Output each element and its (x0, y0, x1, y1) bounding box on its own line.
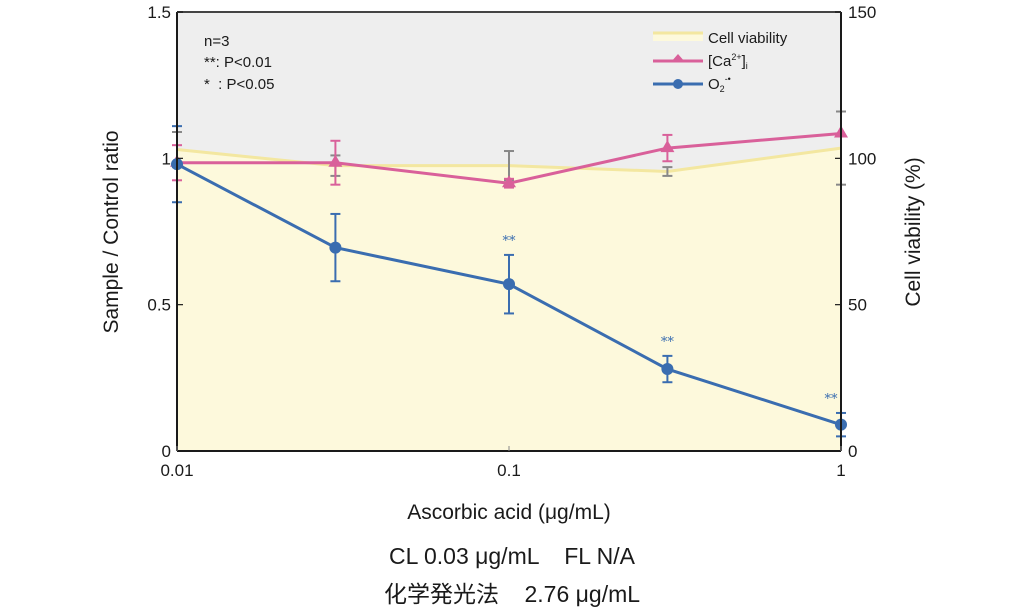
chart: ** ** ** 0 0.5 1 1.5 0 50 100 150 0.01 0.1 1 Sample … (100, 3, 925, 524)
annotation-p005: * : P<0.05 (204, 76, 274, 93)
x-axis-title: Ascorbic acid (μg/mL) (407, 501, 611, 524)
y-tick-label: 0.5 (147, 296, 171, 315)
annotations: n=3 **: P<0.01 * : P<0.05 (204, 33, 274, 93)
annotation-n: n=3 (204, 33, 229, 50)
caption-line-2: 化学発光法 2.76 μg/mL (383, 581, 641, 607)
superoxide-markers (171, 158, 847, 431)
y-tick-label: 1.5 (147, 3, 171, 22)
caption-line-1: CL 0.03 μg/mL FL N/A (389, 543, 635, 569)
legend: Cell viability [Ca2+]i O2-• (653, 30, 788, 94)
y-tick-label: 0 (162, 442, 171, 461)
legend-swatch-superoxide-marker (673, 79, 683, 89)
legend-swatch-calcium-marker (671, 54, 685, 62)
significance-mark: ** (503, 234, 517, 249)
calcium-marker (502, 175, 516, 188)
y2-tick-label: 50 (848, 296, 867, 315)
x-tick-label: 0.1 (497, 461, 521, 480)
significance-mark: ** (661, 335, 675, 350)
axes: 0 0.5 1 1.5 0 50 100 150 0.01 0.1 1 (147, 3, 876, 480)
annotation-p001: **: P<0.01 (204, 54, 272, 71)
superoxide-marker (503, 278, 515, 291)
legend-label-superoxide: O2-• (708, 74, 731, 94)
x-tick-label: 0.01 (160, 461, 193, 480)
y2-tick-label: 150 (848, 3, 876, 22)
calcium-marker (660, 140, 675, 153)
x-tick-label: 1 (836, 461, 845, 480)
superoxide-marker (661, 363, 674, 376)
superoxide-marker (329, 241, 342, 254)
significance-marks: ** ** ** (503, 234, 839, 407)
y2-axis-title: Cell viability (%) (902, 157, 925, 306)
y2-tick-label: 100 (848, 149, 876, 168)
legend-label-calcium: [Ca2+]i (708, 52, 748, 71)
significance-mark: ** (825, 392, 839, 407)
y2-tick-label: 0 (848, 442, 857, 461)
calcium-marker (328, 154, 343, 167)
legend-swatch-cell-viability (653, 32, 703, 41)
y-axis-title: Sample / Control ratio (100, 130, 123, 333)
legend-label-cell-viability: Cell viability (708, 30, 788, 47)
y-tick-label: 1 (162, 149, 171, 168)
